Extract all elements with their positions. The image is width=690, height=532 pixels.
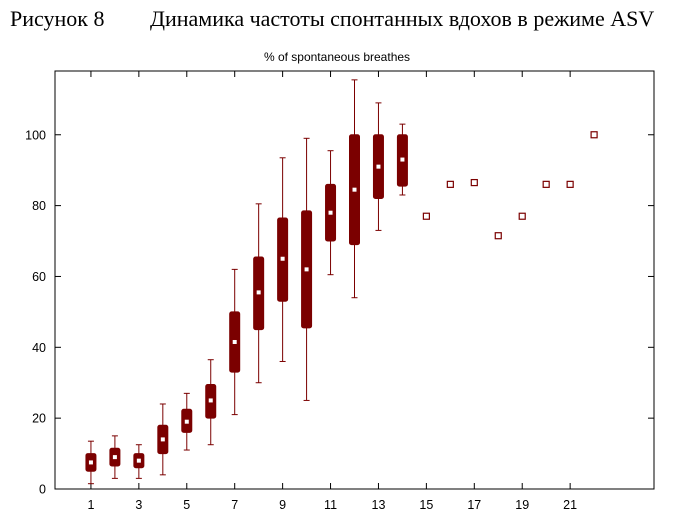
x-tick-label: 19: [515, 498, 529, 512]
figure-header: Рисунок 8 Динамика частоты спонтанных вд…: [10, 6, 654, 32]
x-tick-label: 5: [183, 498, 190, 512]
x-tick-label: 17: [467, 498, 481, 512]
median-marker: [208, 398, 213, 403]
chart-title: % of spontaneous breathes: [264, 50, 410, 64]
median-marker: [112, 455, 117, 460]
y-tick-label: 100: [25, 128, 46, 142]
data-point: [494, 232, 502, 240]
median-marker: [232, 339, 237, 344]
x-tick-label: 21: [563, 498, 577, 512]
figure-label: Рисунок 8: [10, 6, 105, 31]
data-point: [422, 212, 430, 220]
median-marker: [88, 460, 93, 465]
x-tick-label: 11: [324, 498, 337, 512]
median-marker: [352, 187, 357, 192]
data-point: [518, 212, 526, 220]
x-tick-label: 1: [87, 498, 94, 512]
x-tick-label: 7: [231, 498, 238, 512]
figure-title: Динамика частоты спонтанных вдохов в реж…: [149, 6, 655, 31]
median-marker: [136, 458, 141, 463]
data-point: [446, 180, 454, 188]
median-marker: [304, 267, 309, 272]
y-tick-label: 20: [32, 412, 46, 426]
x-tick-label: 13: [372, 498, 386, 512]
median-marker: [184, 419, 189, 424]
data-point: [566, 180, 574, 188]
median-marker: [280, 256, 285, 261]
data-point: [542, 180, 550, 188]
median-marker: [328, 210, 333, 215]
median-marker: [376, 164, 381, 169]
x-tick-label: 9: [279, 498, 286, 512]
y-tick-label: 40: [32, 341, 46, 355]
y-tick-label: 80: [32, 199, 46, 213]
y-tick-label: 0: [39, 483, 46, 497]
x-tick-label: 3: [135, 498, 142, 512]
median-marker: [160, 437, 165, 442]
data-point: [590, 131, 598, 139]
data-point: [470, 178, 478, 187]
y-tick-label: 60: [32, 270, 46, 284]
x-tick-label: 15: [419, 498, 433, 512]
median-marker: [400, 157, 405, 162]
median-marker: [256, 290, 261, 295]
plot-frame: [54, 70, 655, 490]
